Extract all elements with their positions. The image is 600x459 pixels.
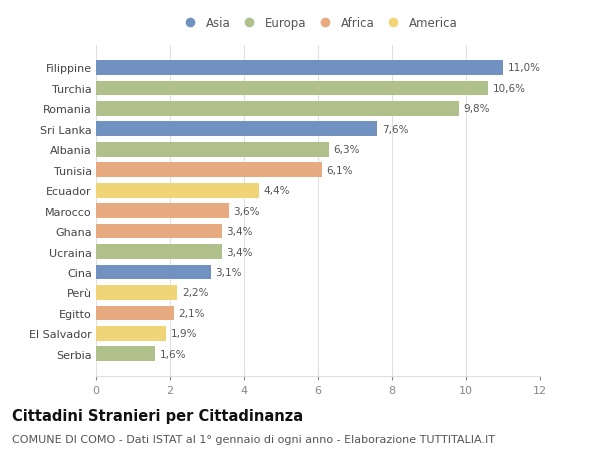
Bar: [96, 61, 503, 76]
Text: 3,4%: 3,4%: [226, 227, 253, 236]
Text: 3,1%: 3,1%: [215, 268, 242, 277]
Text: COMUNE DI COMO - Dati ISTAT al 1° gennaio di ogni anno - Elaborazione TUTTITALIA: COMUNE DI COMO - Dati ISTAT al 1° gennai…: [12, 434, 495, 444]
Bar: [96, 81, 488, 96]
Text: 2,1%: 2,1%: [178, 308, 205, 318]
Bar: [96, 102, 458, 117]
Legend: Asia, Europa, Africa, America: Asia, Europa, Africa, America: [174, 12, 462, 34]
Text: 9,8%: 9,8%: [463, 104, 490, 114]
Bar: [96, 224, 222, 239]
Bar: [96, 163, 322, 178]
Bar: [96, 245, 222, 259]
Text: 2,2%: 2,2%: [182, 288, 208, 298]
Bar: [96, 204, 229, 218]
Text: 3,6%: 3,6%: [233, 206, 260, 216]
Bar: [96, 143, 329, 157]
Bar: [96, 122, 377, 137]
Bar: [96, 326, 166, 341]
Bar: [96, 285, 178, 300]
Text: 6,1%: 6,1%: [326, 165, 353, 175]
Text: 10,6%: 10,6%: [493, 84, 526, 94]
Text: 7,6%: 7,6%: [382, 124, 408, 134]
Bar: [96, 184, 259, 198]
Text: 11,0%: 11,0%: [508, 63, 541, 73]
Text: 1,6%: 1,6%: [160, 349, 186, 359]
Text: 3,4%: 3,4%: [226, 247, 253, 257]
Text: Cittadini Stranieri per Cittadinanza: Cittadini Stranieri per Cittadinanza: [12, 409, 303, 424]
Bar: [96, 265, 211, 280]
Text: 4,4%: 4,4%: [263, 186, 290, 196]
Bar: [96, 347, 155, 361]
Bar: [96, 306, 174, 320]
Text: 6,3%: 6,3%: [334, 145, 360, 155]
Text: 1,9%: 1,9%: [171, 329, 197, 339]
